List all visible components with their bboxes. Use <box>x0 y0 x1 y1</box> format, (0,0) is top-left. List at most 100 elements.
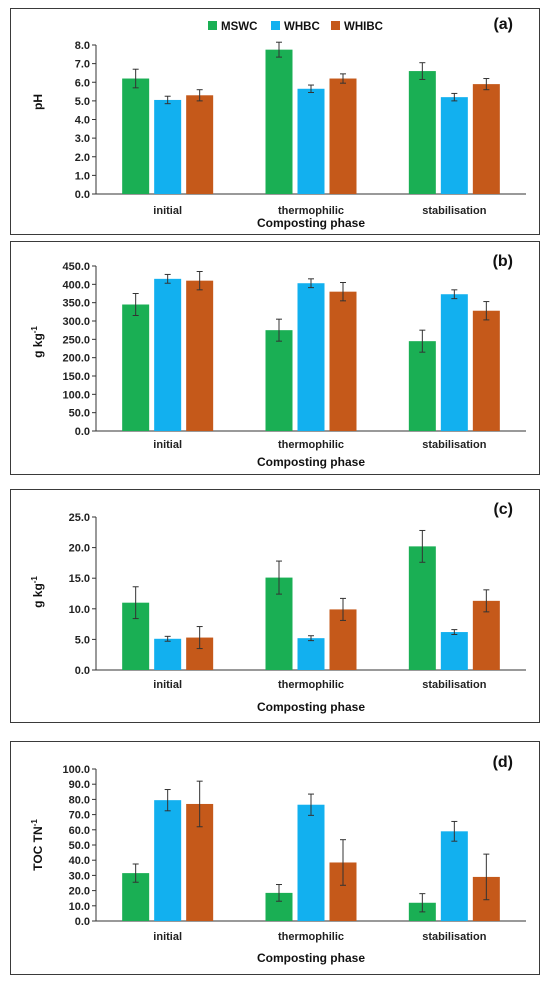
y-tick-label: 300.0 <box>62 316 90 328</box>
y-tick-label: 60.0 <box>69 825 90 837</box>
y-tick-label: 90.0 <box>69 779 90 791</box>
legend-swatch-whibc <box>331 21 340 30</box>
bar-whbc-initial <box>154 278 182 431</box>
x-category-label: thermophilic <box>278 205 344 217</box>
chart-panel-b: 0.0 50.0 100.0 150.0 200.0 250.0 300.0 350.0 400… <box>10 241 540 475</box>
y-tick-label: 100.0 <box>62 764 90 776</box>
y-axis-label-superscript: -1 <box>30 819 39 827</box>
y-tick-label: 450.0 <box>62 261 90 273</box>
y-axis-label: g kg-1 <box>30 326 45 358</box>
chart-d: 0.0 10.0 20.0 30.0 40.0 50.0 60.0 70.0 80.0 90.0 1… <box>30 754 526 965</box>
bar-whibc-thermophilic <box>329 78 357 194</box>
y-tick-label: 0.0 <box>75 665 90 677</box>
legend-swatch-mswc <box>208 21 217 30</box>
y-tick-label: 70.0 <box>69 810 90 822</box>
bar-whbc-stabilisation <box>440 97 468 194</box>
panel-label: (a) <box>493 16 513 33</box>
bar-whbc-thermophilic <box>297 88 325 194</box>
x-category-label: stabilisation <box>422 439 486 451</box>
y-axis-label: pH <box>31 94 45 110</box>
x-category-label: stabilisation <box>422 679 486 691</box>
bar-whibc-stabilisation <box>472 310 500 431</box>
y-axis-label-superscript: -1 <box>30 326 39 334</box>
chart-panel-a: 0.0 1.0 2.0 3.0 4.0 5.0 6.0 7.0 8.0 initial thermo… <box>10 8 540 235</box>
bar-whibc-initial <box>186 280 214 431</box>
chart-a: 0.0 1.0 2.0 3.0 4.0 5.0 6.0 7.0 8.0 initial thermo… <box>31 16 526 230</box>
bar-mswc-stabilisation <box>408 546 436 670</box>
chart-panel-d: 0.0 10.0 20.0 30.0 40.0 50.0 60.0 70.0 80.0 90.0 1… <box>10 741 540 975</box>
x-axis-label: Composting phase <box>257 216 365 230</box>
y-tick-label: 10.0 <box>69 604 90 616</box>
legend-label-whibc: WHIBC <box>344 21 383 33</box>
y-tick-label: 150.0 <box>62 371 90 383</box>
bar-whbc-initial <box>154 638 182 670</box>
y-tick-label: 6.0 <box>75 77 90 89</box>
bar-whibc-stabilisation <box>472 84 500 194</box>
y-tick-label: 20.0 <box>69 886 90 898</box>
y-tick-label: 50.0 <box>69 840 90 852</box>
x-axis-label: Composting phase <box>257 951 365 965</box>
bar-whbc-stabilisation <box>440 831 468 921</box>
y-tick-label: 0.0 <box>75 189 90 201</box>
y-tick-label: 40.0 <box>69 855 90 867</box>
y-tick-label: 15.0 <box>69 573 90 585</box>
y-tick-label: 30.0 <box>69 870 90 882</box>
x-category-label: stabilisation <box>422 205 486 217</box>
y-tick-label: 4.0 <box>75 115 90 127</box>
bar-whbc-initial <box>154 99 182 194</box>
panel-label: (c) <box>493 501 513 518</box>
bar-whibc-initial <box>186 95 214 194</box>
y-tick-label: 25.0 <box>69 512 90 524</box>
bar-whbc-stabilisation <box>440 294 468 431</box>
y-tick-label: 50.0 <box>69 408 90 420</box>
bar-mswc-initial <box>122 304 150 431</box>
y-tick-label: 2.0 <box>75 152 90 164</box>
bar-whbc-stabilisation <box>440 632 468 670</box>
y-tick-label: 250.0 <box>62 334 90 346</box>
x-category-label: initial <box>153 679 182 691</box>
legend-label-whbc: WHBC <box>284 21 320 33</box>
x-axis-label: Composting phase <box>257 455 365 469</box>
bar-whbc-initial <box>154 800 182 921</box>
y-axis-label-superscript: -1 <box>30 576 39 584</box>
y-tick-label: 350.0 <box>62 298 90 310</box>
bar-mswc-thermophilic <box>265 330 293 431</box>
chart-panel-c: 0.0 5.0 10.0 15.0 20.0 25.0 initial thermophili… <box>10 489 540 723</box>
y-tick-label: 7.0 <box>75 59 90 71</box>
panel-label: (d) <box>493 754 513 771</box>
legend-swatch-whbc <box>271 21 280 30</box>
y-tick-label: 100.0 <box>62 389 90 401</box>
y-tick-label: 10.0 <box>69 901 90 913</box>
y-axis-label: TOC TN-1 <box>30 819 45 871</box>
y-axis-label: g kg-1 <box>30 576 45 608</box>
x-category-label: initial <box>153 931 182 943</box>
x-category-label: thermophilic <box>278 439 344 451</box>
chart-b: 0.0 50.0 100.0 150.0 200.0 250.0 300.0 350.0 400… <box>30 253 526 469</box>
y-tick-label: 0.0 <box>75 916 90 928</box>
x-category-label: initial <box>153 205 182 217</box>
bar-mswc-initial <box>122 78 150 194</box>
x-category-label: initial <box>153 439 182 451</box>
legend-label-mswc: MSWC <box>221 21 257 33</box>
y-tick-label: 5.0 <box>75 634 90 646</box>
x-category-label: thermophilic <box>278 931 344 943</box>
y-tick-label: 400.0 <box>62 279 90 291</box>
bar-mswc-stabilisation <box>408 71 436 194</box>
bar-whibc-stabilisation <box>472 600 500 670</box>
x-category-label: thermophilic <box>278 679 344 691</box>
bar-whibc-thermophilic <box>329 291 357 431</box>
x-category-label: stabilisation <box>422 931 486 943</box>
y-tick-label: 200.0 <box>62 353 90 365</box>
chart-c: 0.0 5.0 10.0 15.0 20.0 25.0 initial thermophili… <box>30 501 526 714</box>
bar-whbc-thermophilic <box>297 283 325 431</box>
y-tick-label: 8.0 <box>75 40 90 52</box>
y-tick-label: 3.0 <box>75 133 90 145</box>
bar-mswc-thermophilic <box>265 49 293 194</box>
x-axis-label: Composting phase <box>257 700 365 714</box>
y-tick-label: 5.0 <box>75 96 90 108</box>
y-tick-label: 1.0 <box>75 170 90 182</box>
y-tick-label: 20.0 <box>69 543 90 555</box>
bar-whbc-thermophilic <box>297 638 325 670</box>
y-tick-label: 0.0 <box>75 426 90 438</box>
bar-whbc-thermophilic <box>297 804 325 921</box>
